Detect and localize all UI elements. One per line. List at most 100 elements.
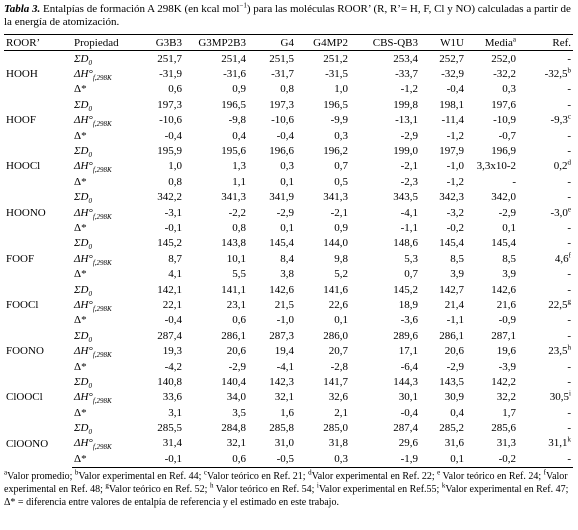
cell: 195,6 (221, 145, 246, 158)
cell: 0,6 (232, 314, 246, 327)
column-header: G3MP2B3 (184, 34, 248, 51)
property-main: ΣD (74, 98, 89, 111)
ref-cell: - (518, 359, 573, 374)
cell: 31,0 (274, 437, 294, 450)
cell: -0,7 (498, 129, 516, 142)
cell: -13,1 (395, 114, 418, 127)
cell: 33,6 (162, 391, 182, 404)
ref-cell: - (518, 236, 573, 251)
cell: -1,0 (446, 160, 464, 173)
table-row: FOONO ΣD0 287,4 286,1 287,3 286,0 289,6 286,1 28… (4, 328, 573, 357)
ref-value: - (567, 237, 571, 250)
property-sub: 0 (88, 382, 92, 391)
cell: 342,3 (439, 191, 464, 204)
cell: 141,7 (323, 375, 348, 388)
cell: 199,8 (393, 98, 418, 111)
cell: 3,9 (502, 268, 516, 281)
cell: 2,1 (334, 406, 348, 419)
cell: -32,9 (441, 68, 464, 81)
cell: 19,3 (162, 345, 182, 358)
cell: 145,2 (157, 237, 182, 250)
cell: 145,2 (393, 283, 418, 296)
table-row: ΔH°f,298K 8,7 10,1 8,4 9,8 5,3 8,5 8,5 4,6f (4, 251, 573, 267)
property-sub: 0 (88, 289, 92, 298)
cell: 142,6 (491, 283, 516, 296)
ref-value: 22,5 (548, 298, 568, 311)
cell: 143,5 (439, 375, 464, 388)
ref-value: - (567, 221, 571, 234)
ref-sup: i (569, 389, 571, 398)
ref-cell: - (518, 220, 573, 235)
cell: 20,7 (328, 345, 348, 358)
property-sub: f,298K (92, 166, 112, 175)
cell: 285,5 (157, 422, 182, 435)
property-main: Δ* (74, 83, 87, 96)
cell: 21,4 (444, 298, 464, 311)
cell: 285,6 (491, 422, 516, 435)
cell: 0,1 (420, 451, 466, 468)
cell: 287,4 (157, 329, 182, 342)
cell: 0,5 (334, 175, 348, 188)
property-main: ΔH° (74, 160, 93, 173)
footnote-text: Valor experimental en Ref. 47; Δ* = dife… (4, 483, 569, 508)
cell: 8,5 (450, 252, 464, 265)
ref-cell: 31,1k (518, 436, 573, 451)
property: ΣD0 (72, 282, 142, 298)
cell: 8,7 (168, 252, 182, 265)
property-main: Δ* (74, 360, 87, 373)
cell: -1,2 (446, 129, 464, 142)
cell: 197,3 (269, 98, 294, 111)
cell: 142,6 (269, 283, 294, 296)
cell: 31,8 (328, 437, 348, 450)
cell: 0,6 (184, 451, 248, 468)
cell: 8,4 (280, 252, 294, 265)
cell: -4,2 (164, 360, 182, 373)
ref-cell: 4,6f (518, 251, 573, 266)
table-row: HOOCl ΣD0 195,9 195,6 196,6 196,2 199,0 197,9 19… (4, 143, 573, 172)
cell: -3,9 (498, 360, 516, 373)
cell: 196,6 (269, 145, 294, 158)
table-row: ΔH°f,298K -10,6 -9,8 -10,6 -9,9 -13,1 -11,4 -10… (4, 113, 573, 128)
cell: 23,1 (226, 298, 246, 311)
footnote-mark: g (105, 481, 109, 490)
property-main: ΔH° (74, 252, 93, 265)
cell: 3,9 (450, 268, 464, 281)
ref-value: 23,5 (548, 345, 568, 358)
ref-cell: - (518, 451, 573, 468)
property: ΔH°f,298K (72, 297, 142, 313)
property-sub: 0 (88, 243, 92, 252)
property: ΣD0 (72, 143, 142, 160)
cell: 251,5 (269, 52, 294, 65)
ref-value: 30,5 (549, 391, 570, 404)
cell: -6,4 (400, 360, 418, 373)
cell: -0,2 (466, 451, 518, 468)
cell: 20,6 (444, 345, 464, 358)
property-sub: 0 (88, 151, 92, 160)
ref-value: -32,5 (544, 68, 568, 81)
property-main: ΔH° (74, 345, 93, 358)
ref-cell: - (518, 82, 573, 97)
molecule-name: HOOCl (6, 160, 41, 173)
property: Δ* (72, 174, 142, 189)
cell: 0,4 (232, 129, 246, 142)
property-main: ΔH° (74, 68, 93, 81)
cell: -3,2 (446, 206, 464, 219)
table-row: Δ* -4,2 -2,9 -4,1 -2,8 -6,4 -2,9 -3,9 - (4, 359, 573, 374)
table-row: ΔH°f,298K -3,1 -2,2 -2,9 -2,1 -4,1 -3,2 -2,9 -3,… (4, 205, 573, 220)
table-row: ΔH°f,298K 31,4 32,1 31,0 31,8 29,6 31,6 31,3 31,… (4, 436, 573, 451)
footnote-mark: d (308, 468, 312, 477)
cell: 342,2 (157, 191, 182, 204)
table-row: Δ* -0,4 0,6 -1,0 0,1 -3,6 -1,1 -0,9 - (4, 313, 573, 328)
ref-sup: d (567, 158, 572, 167)
footnote-text: Valor experimental en Ref. 22; (311, 470, 438, 482)
ref-sup: b (567, 66, 572, 75)
property: ΣD0 (72, 374, 142, 391)
cell: -2,9 (446, 360, 464, 373)
cell: 31,3 (496, 437, 516, 450)
cell: -10,6 (271, 114, 294, 127)
cell: -31,7 (271, 68, 294, 81)
caption-text: Entalpías de formación A 298K (en kcal m… (43, 3, 240, 15)
document: Tabla 3. Entalpías de formación A 298K (… (4, 2, 573, 508)
table-row: Δ* 4,1 5,5 3,8 5,2 0,7 3,9 3,9 - (4, 266, 573, 281)
